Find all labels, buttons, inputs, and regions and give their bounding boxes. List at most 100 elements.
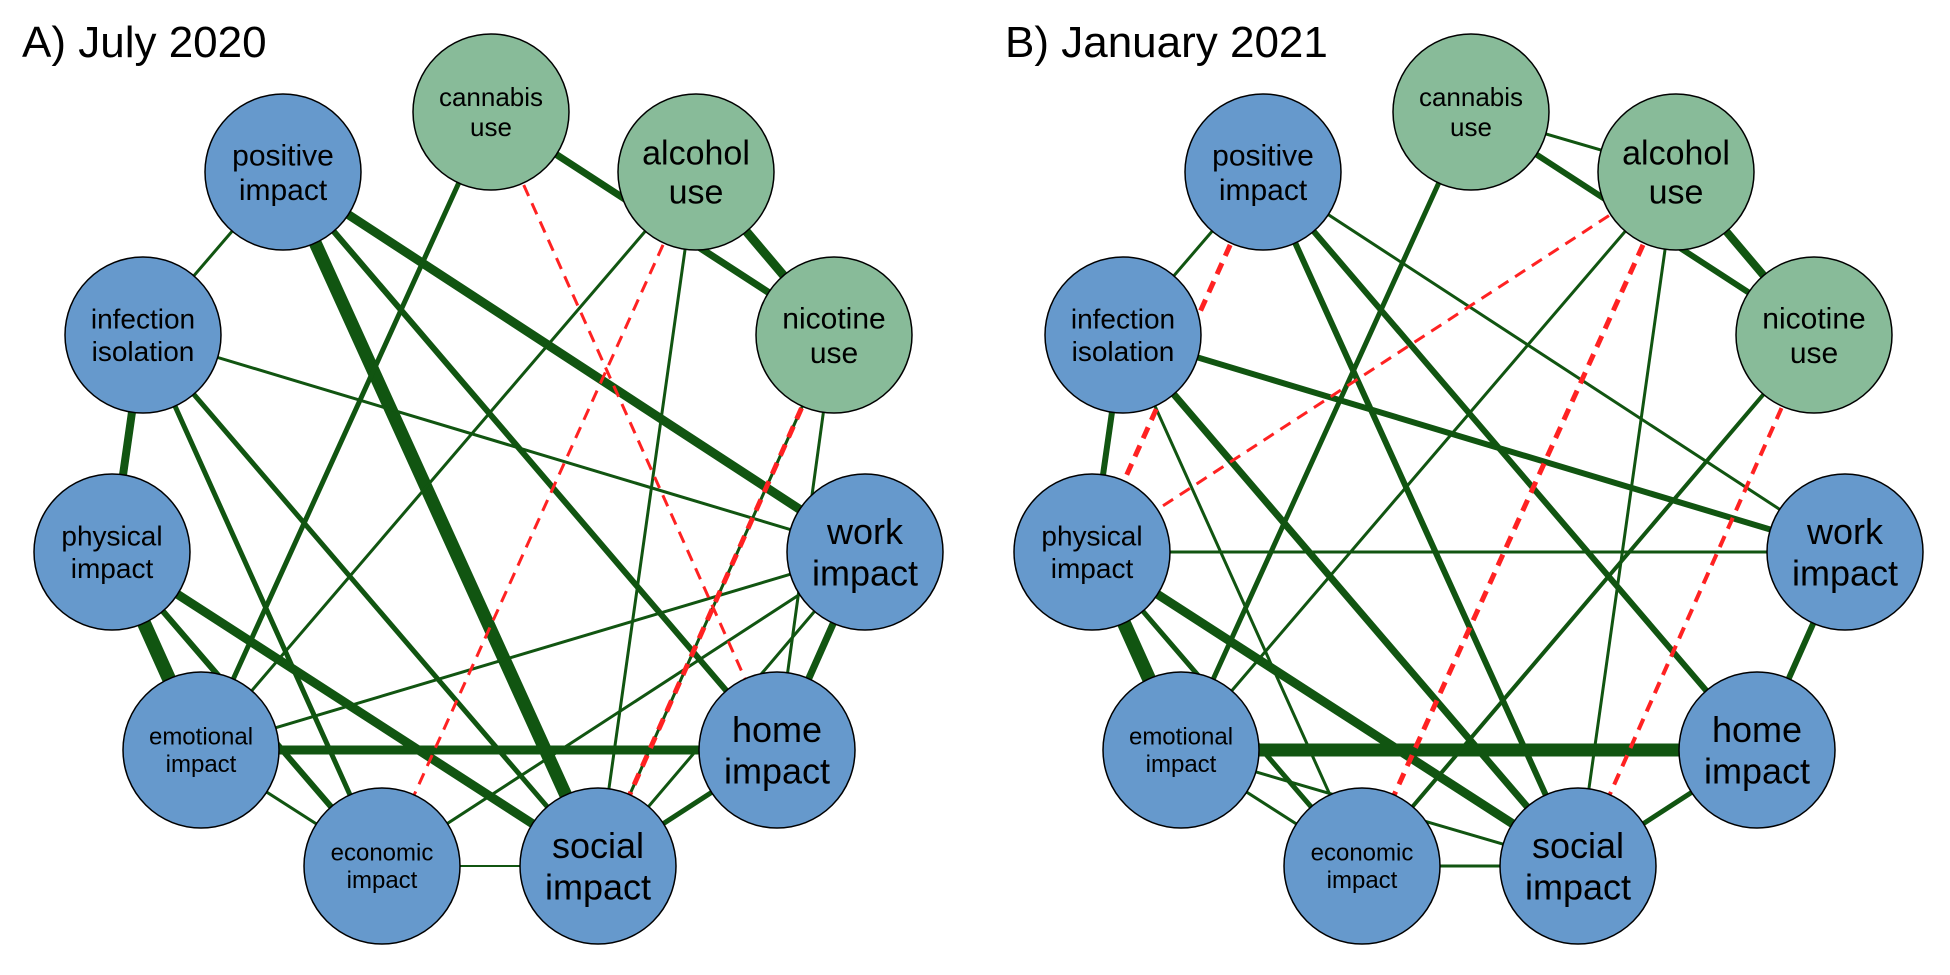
edge-infection-social-positive xyxy=(1120,332,1581,869)
edge-emotional-cannabis-positive xyxy=(1178,110,1474,752)
node-label-infection-line2: isolation xyxy=(92,336,195,367)
node-label-infection-line2: isolation xyxy=(1072,336,1175,367)
panel-a-network: A) July 2020 cannabisusealcoholusenicoti… xyxy=(22,18,944,945)
node-circle-economic xyxy=(1283,787,1441,945)
edge-positive-home-positive xyxy=(1260,170,1760,752)
node-circle-positive xyxy=(1184,93,1342,251)
edge-emotional-alcohol-positive xyxy=(199,171,698,751)
edge-physical-social-positive xyxy=(109,548,601,870)
node-label-alcohol-line2: use xyxy=(669,173,724,211)
node-label-cannabis-line1: cannabis xyxy=(1419,82,1523,112)
node-label-nicotine-line1: nicotine xyxy=(1762,302,1865,335)
node-label-economic-line1: economic xyxy=(331,840,434,867)
edge-emotional-work-positive xyxy=(200,550,866,752)
node-label-cannabis-line2: use xyxy=(470,112,512,142)
node-label-social-line2: impact xyxy=(1525,866,1631,907)
node-label-work-line2: impact xyxy=(812,552,918,593)
edge-social-alcohol-positive xyxy=(1576,171,1678,867)
edge-positive-home-positive xyxy=(280,170,780,752)
edge-alcohol-economic-negative xyxy=(380,171,698,867)
edge-nicotine-social-negative xyxy=(1576,334,1816,867)
node-circle-nicotine xyxy=(755,256,913,414)
node-label-social-line2: impact xyxy=(545,866,651,907)
edge-social-alcohol-positive xyxy=(596,171,698,867)
node-circle-alcohol xyxy=(1597,93,1755,251)
node-label-physical-line1: physical xyxy=(1041,521,1142,552)
node-label-nicotine-line1: nicotine xyxy=(782,302,885,335)
edge-economic-work-positive xyxy=(381,550,866,868)
panel-a-title: A) July 2020 xyxy=(22,18,267,67)
node-label-emotional-line2: impact xyxy=(1146,751,1217,778)
node-circle-home xyxy=(1678,671,1836,829)
node-label-positive-line2: impact xyxy=(239,174,328,207)
edge-economic-nicotine-positive xyxy=(1360,333,1816,868)
node-label-emotional-line2: impact xyxy=(166,751,237,778)
node-label-nicotine-line2: use xyxy=(810,337,858,370)
edge-positive-work-positive xyxy=(1262,170,1846,554)
edge-nicotine-social-negative xyxy=(595,333,837,868)
node-circle-infection xyxy=(1044,256,1202,414)
node-label-positive-line1: positive xyxy=(1212,139,1314,172)
node-label-nicotine-line2: use xyxy=(1790,337,1838,370)
node-label-alcohol-line2: use xyxy=(1649,173,1704,211)
node-label-positive-line1: positive xyxy=(232,139,334,172)
panel-a-nodes: cannabisusealcoholusenicotineuseworkimpa… xyxy=(33,33,944,945)
edge-infection-economic-positive xyxy=(140,333,385,868)
node-label-cannabis-line1: cannabis xyxy=(439,82,543,112)
node-label-work-line2: impact xyxy=(1792,552,1898,593)
node-label-economic-line2: impact xyxy=(1327,867,1398,894)
edge-emotional-cannabis-positive xyxy=(198,110,494,752)
edge-cannabis-home-negative xyxy=(489,111,779,751)
node-circle-work xyxy=(786,473,944,631)
node-label-cannabis-line2: use xyxy=(1450,112,1492,142)
edge-alcohol-economic-negative xyxy=(1359,170,1679,868)
node-circle-emotional xyxy=(1102,671,1260,829)
node-label-alcohol-line1: alcohol xyxy=(642,134,750,172)
node-label-home-line2: impact xyxy=(1704,750,1810,791)
node-label-emotional-line1: emotional xyxy=(149,724,253,751)
node-label-emotional-line1: emotional xyxy=(1129,724,1233,751)
node-circle-emotional xyxy=(122,671,280,829)
node-label-work-line1: work xyxy=(826,511,904,552)
node-circle-cannabis xyxy=(412,33,570,191)
node-label-economic-line1: economic xyxy=(1311,840,1414,867)
node-label-home-line2: impact xyxy=(724,750,830,791)
edge-infection-economic-positive xyxy=(1121,334,1364,867)
node-label-home-line1: home xyxy=(732,709,822,750)
node-circle-alcohol xyxy=(617,93,775,251)
node-circle-work xyxy=(1766,473,1924,631)
panel-b-title: B) January 2021 xyxy=(1005,18,1328,67)
node-circle-social xyxy=(519,787,677,945)
node-circle-physical xyxy=(1013,473,1171,631)
edge-alcohol-physical-negative xyxy=(1091,170,1677,554)
node-circle-nicotine xyxy=(1735,256,1893,414)
node-circle-cannabis xyxy=(1392,33,1550,191)
edge-infection-work-positive xyxy=(142,333,866,554)
edge-infection-work-positive xyxy=(1122,332,1846,555)
node-label-physical-line1: physical xyxy=(61,521,162,552)
node-label-economic-line2: impact xyxy=(347,867,418,894)
node-circle-economic xyxy=(303,787,461,945)
panel-b-nodes: cannabisusealcoholusenicotineuseworkimpa… xyxy=(1013,33,1924,945)
node-circle-positive xyxy=(204,93,362,251)
